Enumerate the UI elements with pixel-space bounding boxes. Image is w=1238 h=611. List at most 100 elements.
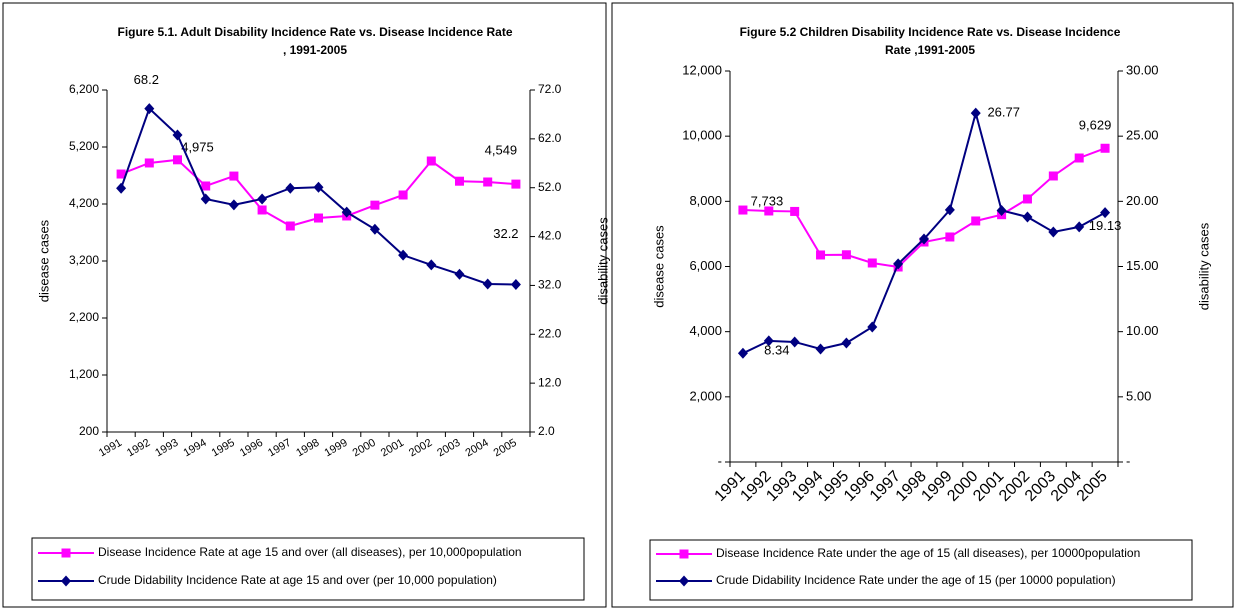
y2-tick-label: 2.0 bbox=[538, 424, 555, 438]
y2-tick-label: 22.0 bbox=[538, 326, 562, 340]
chart-title: Rate ,1991-2005 bbox=[885, 43, 975, 57]
y2-tick-label: 15.00 bbox=[1126, 258, 1159, 273]
chart-title: Figure 5.1. Adult Disability Incidence R… bbox=[117, 25, 512, 39]
marker bbox=[816, 250, 826, 260]
marker bbox=[1074, 153, 1084, 163]
marker bbox=[763, 335, 774, 347]
marker bbox=[815, 343, 826, 355]
marker bbox=[1048, 226, 1059, 238]
data-label: 26.77 bbox=[987, 105, 1020, 120]
legend-marker bbox=[61, 548, 71, 558]
marker bbox=[737, 347, 748, 359]
marker bbox=[945, 232, 955, 242]
marker bbox=[511, 179, 521, 189]
legend-marker bbox=[679, 575, 689, 587]
marker bbox=[1100, 207, 1111, 219]
y2-tick-label: 52.0 bbox=[538, 180, 562, 194]
y-tick-label: 2,200 bbox=[69, 310, 99, 324]
legend-label: Crude Didability Incidence Rate under th… bbox=[716, 573, 1116, 587]
marker bbox=[919, 233, 929, 245]
y-tick-label: 12,000 bbox=[682, 62, 722, 77]
marker bbox=[116, 182, 127, 194]
marker bbox=[790, 206, 800, 216]
chart-title: , 1991-2005 bbox=[283, 43, 347, 57]
y2-tick-label: 25.00 bbox=[1126, 128, 1159, 143]
legend-box bbox=[31, 537, 585, 601]
legend-label: Disease Incidence Rate at age 15 and ove… bbox=[98, 545, 522, 559]
data-label: 7,733 bbox=[751, 193, 784, 208]
y2-tick-label: 32.0 bbox=[538, 278, 562, 292]
marker bbox=[398, 249, 409, 261]
marker bbox=[1074, 221, 1085, 233]
marker bbox=[257, 205, 267, 215]
marker bbox=[370, 200, 380, 210]
y2-tick-label: 72.0 bbox=[538, 82, 562, 96]
panel bbox=[2, 2, 607, 608]
marker bbox=[144, 103, 155, 115]
panel bbox=[611, 2, 1234, 608]
y2-tick-label: 62.0 bbox=[538, 131, 562, 145]
y-axis-label: disease cases bbox=[36, 219, 51, 302]
marker bbox=[116, 169, 126, 179]
legend-box bbox=[649, 539, 1193, 601]
legend-label: Disease Incidence Rate under the age of … bbox=[716, 546, 1140, 560]
data-label: 4,549 bbox=[485, 143, 518, 158]
marker bbox=[257, 193, 268, 205]
marker bbox=[1100, 143, 1110, 153]
marker bbox=[455, 176, 464, 186]
marker bbox=[454, 268, 465, 280]
marker bbox=[867, 258, 877, 268]
y-tick-label: - bbox=[718, 453, 722, 468]
marker bbox=[228, 199, 239, 211]
legend-marker bbox=[679, 549, 689, 559]
y2-tick-label: - bbox=[1126, 453, 1130, 468]
marker bbox=[341, 206, 352, 218]
marker bbox=[970, 107, 981, 119]
y-tick-label: 8,000 bbox=[689, 193, 722, 208]
marker bbox=[285, 221, 295, 231]
marker bbox=[285, 182, 296, 194]
y-tick-label: 4,200 bbox=[69, 196, 99, 210]
marker bbox=[510, 278, 521, 290]
marker bbox=[483, 177, 493, 187]
y2-tick-label: 30.00 bbox=[1126, 62, 1159, 77]
marker bbox=[893, 258, 904, 270]
marker bbox=[482, 278, 493, 290]
marker bbox=[841, 250, 851, 260]
marker bbox=[173, 155, 182, 165]
y2-tick-label: 5.00 bbox=[1126, 388, 1151, 403]
marker bbox=[764, 206, 774, 216]
marker bbox=[200, 193, 211, 205]
marker bbox=[1022, 211, 1033, 223]
y2-axis-label: disability cases bbox=[595, 217, 610, 305]
y-tick-label: 10,000 bbox=[682, 128, 722, 143]
marker bbox=[172, 129, 183, 141]
y2-tick-label: 42.0 bbox=[538, 229, 562, 243]
marker bbox=[201, 181, 211, 191]
marker bbox=[1048, 171, 1058, 181]
marker bbox=[841, 337, 852, 349]
marker bbox=[426, 259, 437, 271]
data-label: 32.2 bbox=[493, 226, 518, 241]
marker bbox=[426, 156, 436, 166]
data-label: 4,975 bbox=[181, 139, 214, 154]
chart-title: Figure 5.2 Children Disability Incidence… bbox=[740, 25, 1121, 39]
data-label: 9,629 bbox=[1079, 118, 1112, 133]
marker bbox=[738, 205, 748, 215]
y2-tick-label: 20.00 bbox=[1126, 193, 1159, 208]
legend-marker bbox=[61, 575, 71, 587]
marker bbox=[971, 216, 981, 226]
marker bbox=[996, 204, 1007, 216]
marker bbox=[314, 213, 323, 223]
marker bbox=[398, 190, 408, 200]
y2-tick-label: 12.0 bbox=[538, 375, 562, 389]
y-tick-label: 200 bbox=[79, 424, 99, 438]
y-tick-label: 6,200 bbox=[69, 82, 99, 96]
y2-axis-label: disability cases bbox=[1196, 222, 1211, 310]
marker bbox=[313, 181, 324, 193]
legend-label: Crude Didability Incidence Rate at age 1… bbox=[98, 573, 497, 587]
y2-tick-label: 10.00 bbox=[1126, 323, 1159, 338]
y-tick-label: 2,000 bbox=[689, 388, 722, 403]
marker bbox=[867, 321, 878, 333]
